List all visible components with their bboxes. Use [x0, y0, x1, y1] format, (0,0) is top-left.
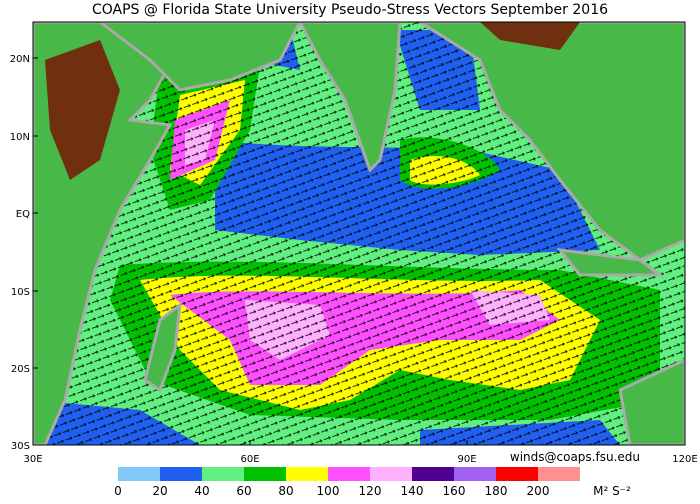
colorbar-swatch: [118, 467, 160, 481]
lon-label: 60E: [240, 454, 259, 465]
colorbar-swatch: [412, 467, 454, 481]
india: [298, 22, 402, 173]
colorbar: 0 20 40 60 80 100 120 140 160 180 200 M² S⁻²: [114, 467, 631, 498]
australia: [618, 358, 685, 445]
colorbar-swatch: [496, 467, 538, 481]
map: [33, 22, 685, 445]
lat-label: EQ: [16, 209, 30, 220]
colorbar-tick: 160: [443, 484, 466, 498]
lon-label: 30E: [23, 454, 42, 465]
lat-label: 10S: [11, 287, 30, 298]
colorbar-tick: 80: [278, 484, 293, 498]
colorbar-tick: 140: [401, 484, 424, 498]
map-frame: [32, 21, 686, 446]
colorbar-swatch: [328, 467, 370, 481]
lon-label: 90E: [457, 454, 476, 465]
colorbar-tick: 40: [194, 484, 209, 498]
southeast-asia: [417, 22, 685, 262]
lat-label: 10N: [10, 132, 30, 143]
colorbar-tick: 20: [152, 484, 167, 498]
colorbar-swatch: [286, 467, 328, 481]
colorbar-tick: 200: [527, 484, 550, 498]
colorbar-swatch: [160, 467, 202, 481]
colorbar-swatch: [244, 467, 286, 481]
indonesia: [556, 248, 665, 277]
colorbar-swatch: [370, 467, 412, 481]
lat-label: 30S: [11, 441, 30, 452]
credit: winds@coaps.fsu.edu: [510, 450, 640, 464]
lat-label: 20N: [10, 54, 30, 65]
madagascar: [143, 301, 182, 393]
colorbar-tick: 60: [236, 484, 251, 498]
colorbar-units: M² S⁻²: [593, 484, 631, 498]
colorbar-tick: 0: [114, 484, 122, 498]
title: COAPS @ Florida State University Pseudo-…: [92, 2, 608, 18]
lon-label: 120E: [672, 454, 697, 465]
colorbar-swatch: [454, 467, 496, 481]
lat-label: 20S: [11, 364, 30, 375]
colorbar-tick: 180: [485, 484, 508, 498]
colorbar-tick: 120: [359, 484, 382, 498]
axis-labels: 20N 10N EQ 10S 20S 30S 30E 60E 90E 120E: [10, 54, 698, 465]
colorbar-swatch: [202, 467, 244, 481]
colorbar-swatch: [538, 467, 580, 481]
highlands: [480, 22, 580, 50]
arabia: [97, 22, 302, 92]
highlands: [45, 40, 120, 180]
colorbar-tick: 100: [317, 484, 340, 498]
